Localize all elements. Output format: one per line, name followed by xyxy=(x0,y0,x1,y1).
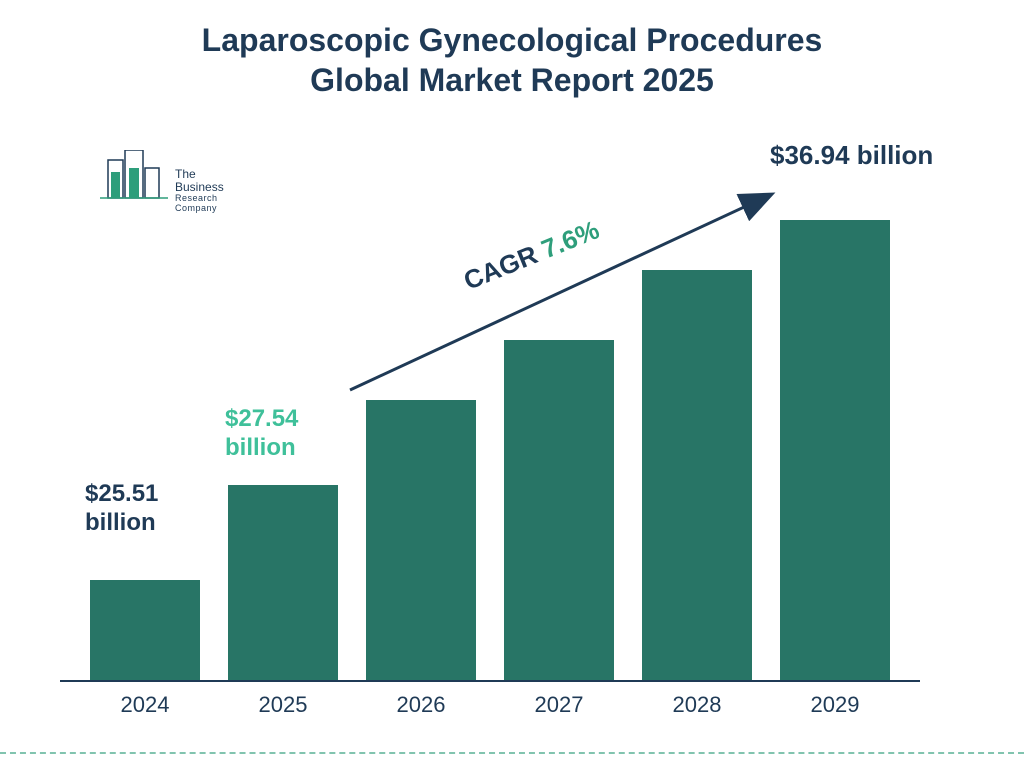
xlabel-2029: 2029 xyxy=(780,692,890,718)
value-label-0: $25.51billion xyxy=(85,480,158,538)
x-axis-line xyxy=(60,680,920,682)
bar-2028 xyxy=(642,270,752,680)
bar-2024 xyxy=(90,580,200,680)
xlabel-2024: 2024 xyxy=(90,692,200,718)
footer-divider xyxy=(0,752,1024,754)
value-label-1: $27.54billion xyxy=(225,405,298,463)
bar-2025 xyxy=(228,485,338,680)
chart-canvas: Laparoscopic Gynecological Procedures Gl… xyxy=(0,0,1024,768)
xlabel-2028: 2028 xyxy=(642,692,752,718)
bar-2029 xyxy=(780,220,890,680)
xlabel-2027: 2027 xyxy=(504,692,614,718)
bar-2027 xyxy=(504,340,614,680)
xlabel-2025: 2025 xyxy=(228,692,338,718)
xlabel-2026: 2026 xyxy=(366,692,476,718)
value-label-2: $36.94 billion xyxy=(770,140,933,171)
bar-2026 xyxy=(366,400,476,680)
